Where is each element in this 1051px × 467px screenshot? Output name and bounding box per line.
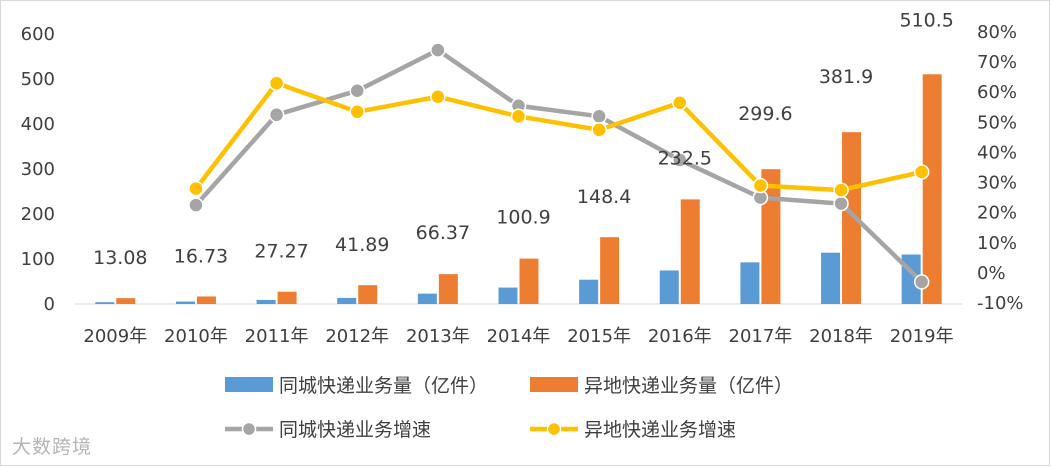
point-same-city-growth	[349, 82, 365, 99]
x-tick-label: 2012年	[325, 326, 389, 347]
bar-same-city	[821, 252, 841, 304]
y-right-tick-label: -10%	[977, 293, 1024, 314]
bar-inter-city	[842, 132, 862, 304]
bar-inter-city	[519, 258, 539, 304]
data-label: 299.6	[738, 103, 792, 125]
legend-label: 异地快递业务增速	[584, 419, 736, 441]
data-label: 27.27	[254, 241, 308, 263]
data-label: 100.9	[496, 207, 550, 229]
legend-swatch	[225, 377, 273, 392]
line-same-city-growth	[193, 47, 924, 285]
y-right-tick-label: 70%	[977, 52, 1017, 73]
bar-inter-city	[680, 199, 700, 304]
point-same-city-growth	[268, 107, 285, 123]
x-tick-label: 2015年	[567, 326, 631, 347]
x-tick-label: 2019年	[890, 326, 954, 347]
data-label: 66.37	[416, 222, 470, 244]
point-same-city-growth	[430, 42, 446, 58]
bar-same-city	[95, 302, 115, 304]
point-inter-city-growth	[349, 104, 365, 120]
point-same-city-growth	[672, 152, 688, 168]
point-inter-city-growth	[752, 177, 769, 194]
legend-swatch	[530, 377, 578, 392]
bar-same-city	[579, 279, 599, 304]
y-right-tick-label: 10%	[977, 233, 1017, 254]
bars	[95, 74, 942, 305]
bar-same-city	[659, 270, 679, 304]
y-left-tick-label: 300	[21, 159, 55, 180]
bar-same-city	[175, 301, 195, 304]
bar-same-city	[337, 297, 357, 304]
data-label: 510.5	[899, 9, 953, 31]
point-inter-city-growth	[913, 164, 930, 180]
data-label: 16.73	[174, 245, 228, 267]
bar-inter-city	[196, 296, 216, 304]
x-tick-label: 2013年	[406, 326, 470, 347]
x-tick-label: 2011年	[245, 326, 309, 347]
x-tick-label: 2016年	[648, 326, 712, 347]
bar-same-city	[256, 299, 276, 304]
bar-same-city	[740, 262, 760, 304]
y-left-tick-label: 600	[21, 24, 55, 45]
bar-inter-city	[761, 169, 781, 304]
legend-label: 同城快递业务增速	[279, 419, 431, 441]
data-label: 41.89	[335, 234, 389, 256]
bar-inter-city	[358, 285, 378, 304]
x-tick-label: 2017年	[729, 326, 793, 347]
point-inter-city-growth	[833, 182, 849, 198]
data-label: 13.08	[93, 247, 147, 269]
point-inter-city-growth	[188, 180, 204, 197]
legend: 同城快递业务量（亿件） 异地快递业务量（亿件） 同城快递业务增速 异地快递业务增速	[225, 375, 793, 441]
y-right-tick-label: 20%	[977, 203, 1017, 224]
point-inter-city-growth	[591, 122, 607, 138]
x-tick-label: 2009年	[83, 326, 147, 347]
line-inter-city-growth	[193, 80, 924, 193]
legend-label: 异地快递业务量（亿件）	[584, 375, 793, 397]
legend-swatch-marker	[546, 421, 562, 437]
y-right-tick-label: 0%	[977, 263, 1006, 284]
point-same-city-growth	[833, 195, 849, 212]
point-same-city-growth	[188, 197, 204, 213]
point-inter-city-growth	[672, 95, 688, 111]
bar-inter-city	[922, 74, 942, 305]
y-right-tick-label: 80%	[977, 22, 1017, 43]
bar-inter-city	[438, 274, 458, 304]
x-tick-label: 2014年	[487, 326, 551, 347]
y-right-tick-label: 60%	[977, 82, 1017, 103]
point-inter-city-growth	[430, 88, 446, 105]
bar-same-city	[498, 287, 518, 304]
x-axis: 2009年 2010年 2011年 2012年 2013年 2014年 2015年 2016年…	[75, 303, 962, 347]
lines	[188, 42, 930, 290]
y-right-tick-label: 40%	[977, 142, 1017, 163]
y-right-tick-label: 50%	[977, 112, 1017, 133]
left-axis: 0 100 200 300 400 500 600	[21, 24, 55, 315]
y-left-tick-label: 200	[21, 204, 55, 225]
y-left-tick-label: 0	[44, 294, 55, 315]
point-same-city-growth	[591, 108, 607, 125]
point-same-city-growth	[913, 274, 930, 290]
x-tick-label: 2018年	[809, 326, 873, 347]
data-label: 148.4	[577, 186, 631, 208]
data-labels: 13.08 16.73 27.27 41.89 66.37 100.9 148.4 232.5…	[93, 9, 954, 269]
watermark: 大数跨境	[12, 436, 93, 458]
bar-inter-city	[116, 298, 136, 304]
legend-swatch-marker	[241, 421, 257, 437]
y-left-tick-label: 100	[21, 249, 55, 270]
bar-inter-city	[277, 291, 297, 304]
y-right-tick-label: 30%	[977, 173, 1017, 194]
bar-inter-city	[600, 237, 620, 304]
y-left-tick-label: 400	[21, 114, 55, 135]
data-label: 232.5	[658, 147, 712, 169]
right-axis: -10% 0% 10% 20% 30% 40% 50% 60% 70% 80%	[977, 22, 1024, 314]
y-left-tick-label: 500	[21, 69, 55, 90]
legend-label: 同城快递业务量（亿件）	[279, 375, 488, 397]
x-tick-label: 2010年	[164, 326, 228, 347]
point-inter-city-growth	[268, 75, 285, 91]
bar-same-city	[417, 293, 437, 304]
point-inter-city-growth	[510, 108, 527, 125]
data-label: 381.9	[819, 66, 873, 88]
